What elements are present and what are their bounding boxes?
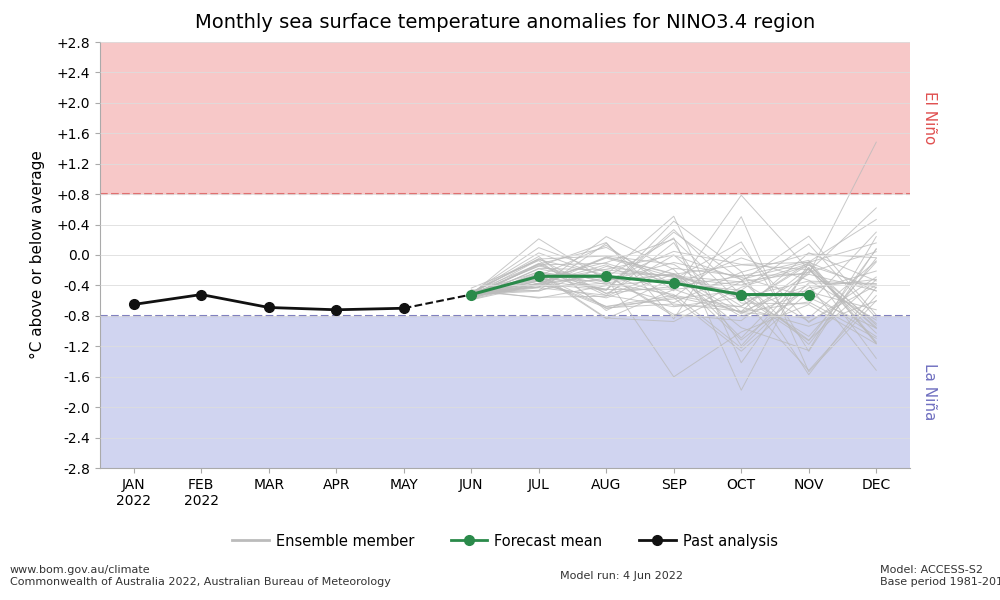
Text: Model: ACCESS-S2: Model: ACCESS-S2 <box>880 565 983 575</box>
Text: Commonwealth of Australia 2022, Australian Bureau of Meteorology: Commonwealth of Australia 2022, Australi… <box>10 577 391 587</box>
Bar <box>100 42 910 194</box>
Text: Base period 1981-2018: Base period 1981-2018 <box>880 577 1000 587</box>
Bar <box>100 316 910 468</box>
Text: Model run: 4 Jun 2022: Model run: 4 Jun 2022 <box>560 571 683 581</box>
Text: La Niña: La Niña <box>922 363 937 421</box>
Legend: Ensemble member, Forecast mean, Past analysis: Ensemble member, Forecast mean, Past ana… <box>226 528 784 554</box>
Text: www.bom.gov.au/climate: www.bom.gov.au/climate <box>10 565 151 575</box>
Text: El Niño: El Niño <box>922 91 937 145</box>
Title: Monthly sea surface temperature anomalies for NINO3.4 region: Monthly sea surface temperature anomalie… <box>195 13 815 32</box>
Y-axis label: °C above or below average: °C above or below average <box>30 151 45 359</box>
